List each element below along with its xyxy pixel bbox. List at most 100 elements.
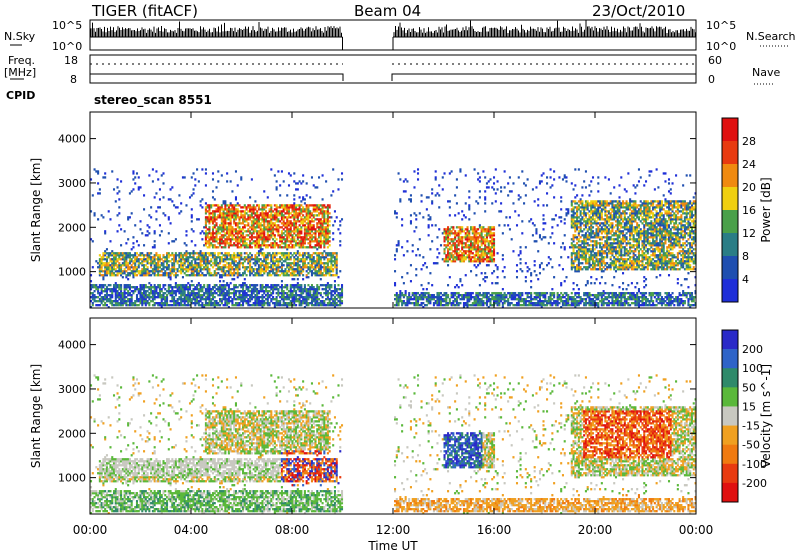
power-cell <box>178 270 181 273</box>
power-cell <box>447 258 450 261</box>
power-cell <box>219 208 222 211</box>
power-cell <box>196 274 199 277</box>
power-cell <box>286 306 289 309</box>
power-cell <box>166 252 169 255</box>
power-cell <box>291 224 294 227</box>
power-cell <box>323 270 326 273</box>
power-cell <box>316 244 319 247</box>
power-cell <box>272 298 275 301</box>
power-cell <box>337 300 340 303</box>
power-cell <box>148 256 151 259</box>
power-cell <box>312 298 315 301</box>
power-cell <box>247 234 250 237</box>
power-cell <box>330 302 333 305</box>
power-cell <box>256 284 259 287</box>
power-cell <box>213 218 216 221</box>
power-cell <box>238 204 241 207</box>
power-cell <box>219 298 222 301</box>
power-cell <box>300 300 303 303</box>
power-cell <box>229 220 232 223</box>
power-cell <box>280 298 283 301</box>
power-cell <box>321 224 324 227</box>
power-cell <box>462 304 466 307</box>
power-cell <box>227 228 230 231</box>
power-cell <box>109 302 112 305</box>
power-cell <box>305 232 308 235</box>
power-cell <box>211 216 215 219</box>
power-cell <box>466 254 469 257</box>
power-cell <box>132 170 135 173</box>
power-cell <box>220 206 223 209</box>
power-cell <box>291 236 294 239</box>
power-cell <box>236 244 239 247</box>
power-cell <box>395 294 398 297</box>
power-cell <box>150 286 153 289</box>
power-cell <box>404 294 407 297</box>
power-cell <box>219 280 222 283</box>
power-cell <box>220 234 223 237</box>
power-cell <box>204 184 207 187</box>
power-cell <box>222 246 225 249</box>
power-cell <box>418 212 421 215</box>
power-cell <box>310 228 314 231</box>
power-cell <box>427 224 430 227</box>
power-cell <box>98 298 101 301</box>
power-cell <box>104 302 107 305</box>
power-cell <box>158 284 161 287</box>
power-cell <box>312 260 315 263</box>
power-cell <box>173 256 176 259</box>
power-cell <box>148 254 151 257</box>
power-cell <box>401 300 404 303</box>
power-cell <box>312 226 315 229</box>
power-cell <box>215 272 218 275</box>
power-cell <box>93 296 96 299</box>
power-cell <box>286 222 289 225</box>
power-cell <box>231 216 234 219</box>
power-cell <box>259 214 262 217</box>
power-cell <box>284 296 287 299</box>
power-cell <box>226 218 229 221</box>
power-cell <box>173 266 176 269</box>
power-cell <box>178 286 181 289</box>
power-cell <box>316 266 319 269</box>
power-cell <box>279 214 282 217</box>
power-cell <box>250 242 253 245</box>
power-cell <box>259 246 262 249</box>
power-cell <box>298 264 301 267</box>
power-cell <box>454 234 457 237</box>
power-cell <box>213 258 216 261</box>
power-cell <box>409 280 412 283</box>
power-cell <box>289 288 292 291</box>
power-cell <box>135 286 139 289</box>
power-cell <box>250 210 253 213</box>
power-cell <box>111 254 114 257</box>
power-cell <box>234 272 238 275</box>
power-cell <box>309 302 312 305</box>
power-cell <box>466 244 469 247</box>
power-cell <box>273 264 276 267</box>
power-cell <box>277 292 280 295</box>
power-cell <box>303 258 306 261</box>
power-cell <box>227 296 230 299</box>
power-cell <box>238 218 241 221</box>
power-cell <box>335 304 338 307</box>
power-cell <box>323 206 326 209</box>
power-cell <box>194 292 197 295</box>
power-cell <box>114 256 117 259</box>
power-cell <box>477 244 480 247</box>
power-cell <box>121 252 124 255</box>
power-cell <box>272 246 275 249</box>
power-cell <box>208 210 211 213</box>
power-cell <box>302 262 305 265</box>
power-cell <box>211 256 215 259</box>
power-cell <box>137 288 140 291</box>
power-cell <box>298 242 301 245</box>
power-cell <box>330 260 333 263</box>
power-cell <box>134 274 137 277</box>
power-cell <box>206 204 209 207</box>
power-cell <box>266 236 269 239</box>
power-cell <box>287 214 291 217</box>
power-cell <box>226 226 229 229</box>
power-cell <box>441 188 444 191</box>
power-cell <box>141 274 144 277</box>
